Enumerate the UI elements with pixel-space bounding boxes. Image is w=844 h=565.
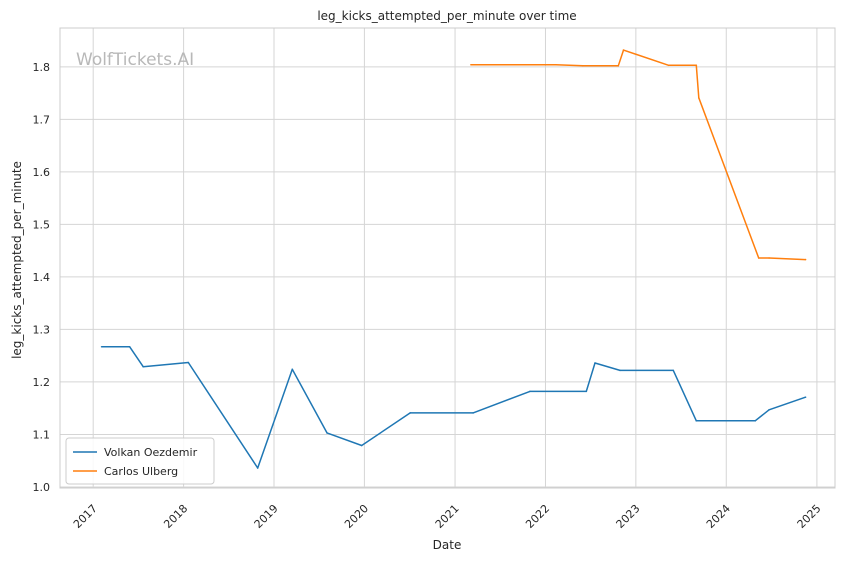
data-point (187, 361, 190, 364)
grid-lines (60, 28, 835, 488)
data-point (757, 257, 760, 259)
data-point (100, 345, 103, 348)
legend: Volkan Oezdemir Carlos Ulberg (65, 437, 215, 485)
legend-label-carlos-ulberg: Carlos Ulberg (104, 465, 178, 478)
data-point (409, 412, 412, 414)
y-tick-label: 1.3 (33, 323, 51, 336)
data-point (768, 408, 770, 411)
data-point (470, 63, 472, 66)
data-point (128, 345, 131, 348)
data-point (695, 64, 698, 67)
y-tick-label: 1.4 (33, 271, 51, 284)
y-tick-label: 1.2 (33, 376, 51, 389)
data-point (672, 369, 675, 372)
data-point (142, 365, 145, 368)
y-tick-label: 1.6 (33, 166, 51, 179)
data-point (617, 65, 620, 67)
legend-label-volkan-oezdemir: Volkan Oezdemir (104, 446, 198, 459)
data-point (291, 368, 294, 371)
y-tick-label: 1.7 (33, 113, 51, 126)
data-point (360, 444, 363, 447)
data-point (667, 64, 670, 67)
y-tick-label: 1.5 (33, 218, 51, 231)
chart-title: leg_kicks_attempted_per_minute over time (317, 9, 576, 23)
legend-box (65, 437, 215, 485)
data-point (804, 396, 807, 398)
data-point (695, 419, 698, 422)
data-point (585, 390, 588, 393)
data-point (619, 369, 621, 372)
data-point (472, 412, 474, 414)
y-tick-label: 1.0 (33, 481, 51, 494)
x-axis-label: Date (433, 538, 462, 552)
watermark: WolfTickets.AI (76, 50, 194, 70)
data-point (768, 257, 770, 259)
y-tick-label: 1.1 (33, 428, 51, 441)
data-point (804, 258, 807, 261)
data-point (697, 97, 700, 99)
data-point (622, 49, 625, 51)
data-point (326, 432, 328, 434)
data-point (594, 362, 596, 364)
data-point (256, 467, 259, 469)
plot-area-frame (59, 27, 836, 489)
y-tick-label: 1.8 (33, 61, 51, 74)
data-point (555, 63, 557, 66)
data-point (529, 390, 531, 393)
y-axis-label: leg_kicks_attempted_per_minute (10, 161, 24, 359)
data-point (754, 419, 757, 422)
data-point (582, 65, 584, 67)
series-lines (100, 49, 807, 469)
